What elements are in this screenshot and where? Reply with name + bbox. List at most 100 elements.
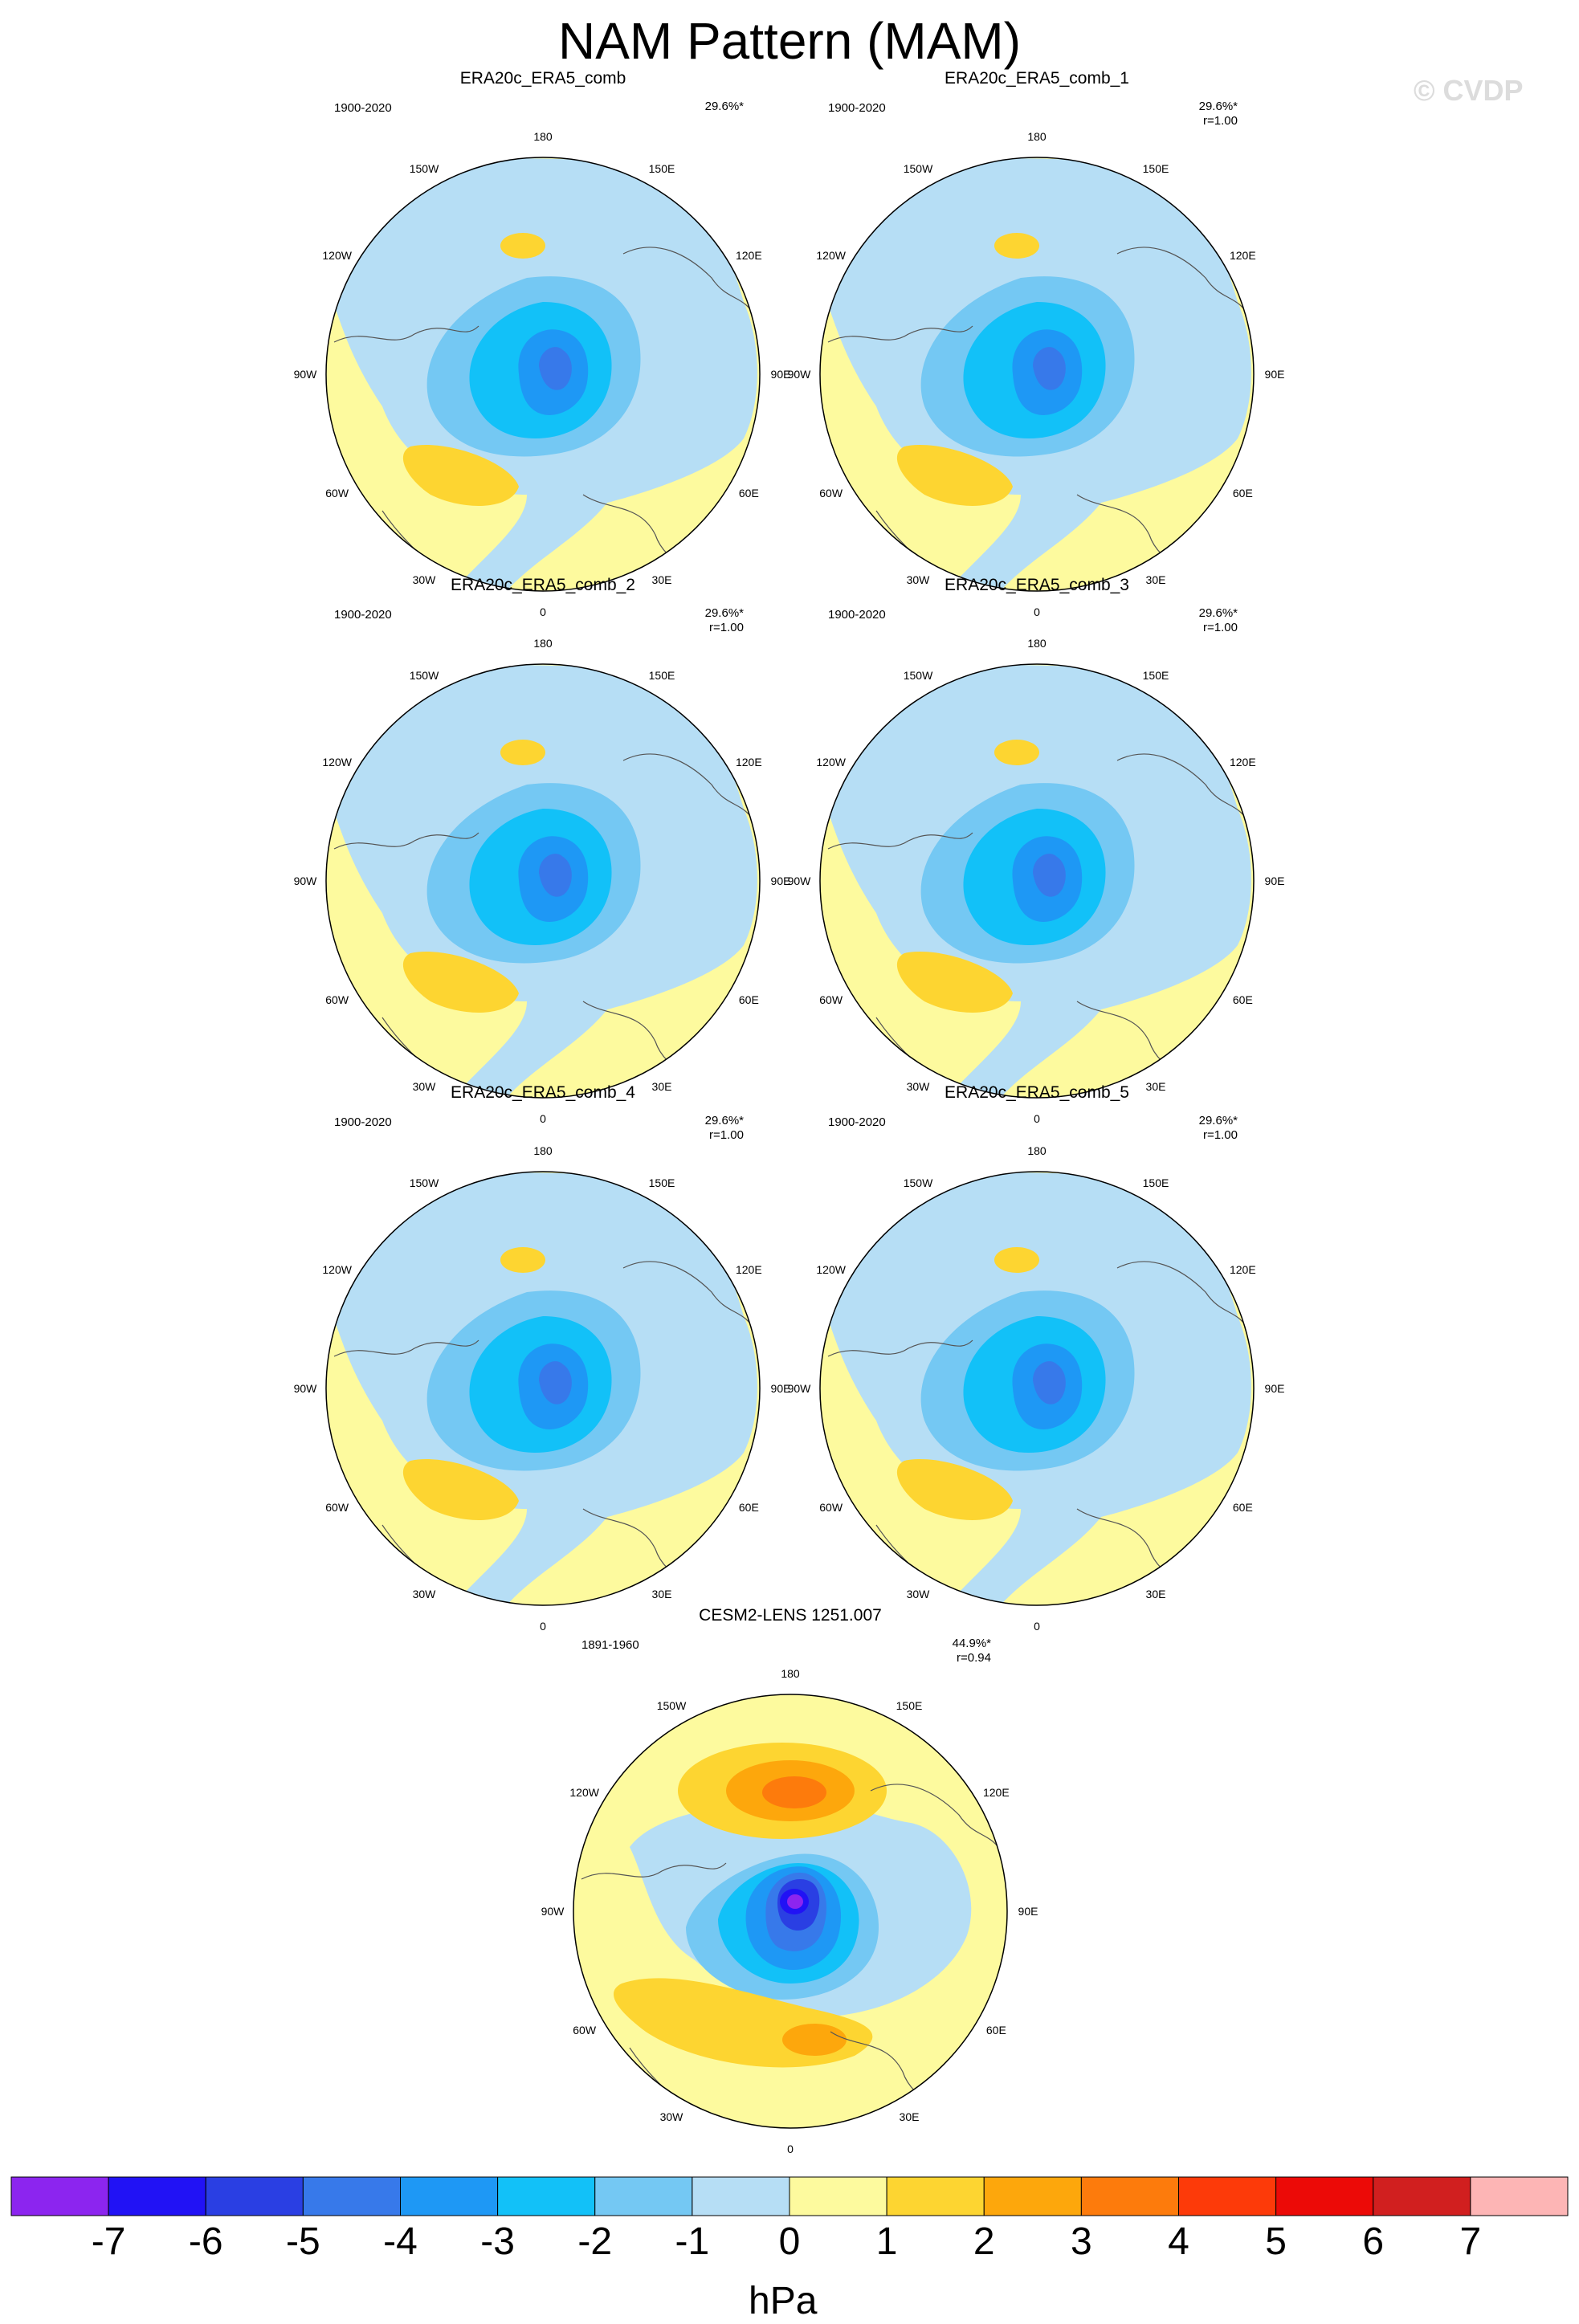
colorbar-swatch: [1178, 2176, 1277, 2216]
longitude-label: 150W: [409, 668, 439, 682]
longitude-label: 120E: [1229, 756, 1256, 769]
longitude-label: 60W: [325, 1501, 349, 1514]
longitude-label: 90E: [1264, 875, 1285, 887]
colorbar-tick-label: -3: [480, 2220, 515, 2263]
polar-map: [819, 663, 1255, 1099]
longitude-label: 60E: [738, 1501, 759, 1514]
variance-label: 29.6%*: [704, 1114, 744, 1127]
colorbar-swatch: [886, 2176, 985, 2216]
longitude-label: 120W: [322, 1263, 352, 1276]
polar-map: [325, 1171, 761, 1606]
longitude-label: 180: [781, 1667, 800, 1680]
longitude-label: 150E: [648, 161, 675, 175]
longitude-label: 120W: [322, 756, 352, 769]
longitude-label: 30E: [899, 2110, 920, 2124]
longitude-label: 180: [1027, 1144, 1047, 1157]
longitude-label: 150E: [1142, 1176, 1169, 1189]
longitude-label: 0: [1034, 1620, 1040, 1633]
longitude-label: 90W: [787, 1382, 811, 1395]
period-label: 1900-2020: [334, 1115, 392, 1129]
longitude-label: 30W: [906, 1080, 930, 1094]
longitude-label: 120E: [982, 1786, 1010, 1799]
panel-title: ERA20c_ERA5_comb: [459, 69, 626, 88]
longitude-label: 180: [533, 1144, 553, 1157]
longitude-label: 150W: [409, 1176, 439, 1189]
colorbar-tick-label: 1: [875, 2220, 898, 2263]
colorbar-tick-label: 2: [973, 2220, 995, 2263]
period-label: 1900-2020: [828, 608, 886, 622]
correlation-label: r=0.94: [957, 1651, 991, 1665]
longitude-label: 30W: [412, 1588, 436, 1601]
colorbar-swatch: [1080, 2176, 1179, 2216]
longitude-label: 90W: [787, 875, 811, 887]
colorbar-swatch: [205, 2176, 304, 2216]
longitude-label: 180: [1027, 637, 1047, 650]
longitude-label: 90E: [770, 1382, 791, 1395]
colorbar-swatch: [789, 2176, 887, 2216]
variance-label: 29.6%*: [704, 100, 744, 113]
longitude-label: 120E: [735, 249, 762, 262]
colorbar-tick-label: -1: [675, 2220, 710, 2263]
colorbar-tick-label: 6: [1362, 2220, 1385, 2263]
colorbar-unit: hPa: [749, 2280, 818, 2322]
panel-title: ERA20c_ERA5_comb_2: [451, 576, 635, 594]
longitude-label: 0: [540, 1620, 546, 1633]
longitude-label: 90W: [541, 1905, 565, 1918]
longitude-label: 150W: [656, 1698, 687, 1712]
longitude-label: 60W: [819, 1501, 843, 1514]
longitude-label: 120W: [816, 756, 846, 769]
period-label: 1900-2020: [828, 1115, 886, 1129]
longitude-label: 180: [533, 130, 553, 143]
longitude-label: 150W: [903, 668, 933, 682]
polar-map: [573, 1694, 1008, 2129]
longitude-label: 90E: [770, 368, 791, 381]
variance-label: 29.6%*: [1198, 100, 1238, 113]
longitude-label: 120E: [1229, 249, 1256, 262]
longitude-label: 120W: [322, 249, 352, 262]
polar-map: [819, 157, 1255, 592]
panel-title: ERA20c_ERA5_comb_4: [451, 1083, 635, 1102]
panel-title: ERA20c_ERA5_comb_1: [945, 69, 1129, 88]
longitude-label: 30E: [1145, 573, 1166, 587]
variance-label: 29.6%*: [1198, 1114, 1238, 1127]
colorbar-swatch: [1275, 2176, 1374, 2216]
colorbar-swatch: [497, 2176, 596, 2216]
correlation-label: r=1.00: [1203, 621, 1238, 634]
longitude-label: 60E: [738, 487, 759, 499]
colorbar-tick-label: 3: [1071, 2220, 1092, 2263]
longitude-label: 30E: [651, 573, 672, 587]
colorbar-tick-label: 5: [1265, 2220, 1287, 2263]
colorbar-swatch: [302, 2176, 401, 2216]
period-label: 1900-2020: [334, 101, 392, 115]
longitude-label: 30E: [651, 1080, 672, 1094]
longitude-label: 90E: [1018, 1905, 1038, 1918]
longitude-label: 30W: [412, 1080, 436, 1094]
panel-title: CESM2-LENS 1251.007: [699, 1606, 882, 1625]
period-label: 1900-2020: [334, 608, 392, 622]
colorbar-swatch: [983, 2176, 1082, 2216]
colorbar-tick-label: 0: [778, 2220, 801, 2263]
variance-label: 29.6%*: [1198, 606, 1238, 620]
longitude-label: 150E: [896, 1698, 923, 1712]
longitude-label: 30W: [906, 573, 930, 587]
variance-label: 44.9%*: [952, 1637, 991, 1650]
colorbar-tick-label: -7: [91, 2220, 126, 2263]
longitude-label: 90E: [1264, 368, 1285, 381]
longitude-label: 120E: [1229, 1263, 1256, 1276]
correlation-label: r=1.00: [709, 621, 744, 634]
longitude-label: 60W: [325, 487, 349, 499]
colorbar-swatch: [1373, 2176, 1471, 2216]
longitude-label: 60E: [738, 993, 759, 1006]
longitude-label: 60E: [1232, 1501, 1253, 1514]
correlation-label: r=1.00: [709, 1128, 744, 1142]
longitude-label: 0: [540, 605, 546, 618]
longitude-label: 30E: [1145, 1588, 1166, 1601]
longitude-label: 90E: [770, 875, 791, 887]
longitude-label: 150E: [1142, 668, 1169, 682]
panel-title: ERA20c_ERA5_comb_5: [945, 1083, 1129, 1102]
longitude-label: 150W: [409, 161, 439, 175]
longitude-label: 0: [1034, 1112, 1040, 1125]
polar-map: [325, 157, 761, 592]
longitude-label: 150W: [903, 1176, 933, 1189]
longitude-label: 120W: [569, 1786, 599, 1799]
